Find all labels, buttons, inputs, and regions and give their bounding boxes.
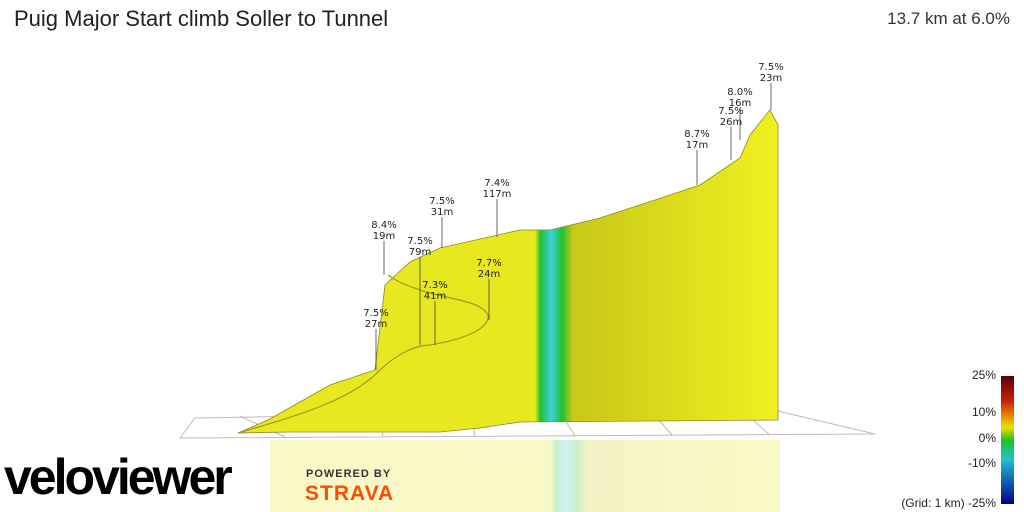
annotation-length: 79m	[409, 247, 431, 258]
annotation-gradient: 8.4%	[371, 220, 396, 231]
annotation-gradient: 7.5%	[363, 308, 388, 319]
annotation-gradient: 7.7%	[476, 258, 501, 269]
reflection	[270, 440, 780, 512]
profile-surface	[237, 109, 779, 434]
annotation-gradient: 7.4%	[484, 178, 509, 189]
annotation-length: 26m	[720, 117, 742, 128]
gradient-scale	[1001, 376, 1014, 504]
legend-label: 0%	[978, 431, 996, 445]
annotation-length: 16m	[729, 98, 751, 109]
annotation-gradient: 7.3%	[422, 280, 447, 291]
annotation-length: 31m	[431, 207, 453, 218]
annotation-length: 117m	[483, 189, 512, 200]
logo: veloviewer	[4, 449, 233, 505]
annotation-gradient: 7.5%	[718, 106, 743, 117]
annotation-gradient: 7.5%	[407, 236, 432, 247]
annotation-length: 24m	[478, 269, 500, 280]
annotation-length: 23m	[760, 73, 782, 84]
annotation-length: 17m	[686, 140, 708, 151]
legend-label: -10%	[967, 456, 996, 470]
legend-label: (Grid: 1 km) -25%	[901, 496, 996, 510]
annotation-gradient: 8.7%	[684, 129, 709, 140]
summary: 13.7 km at 6.0%	[887, 9, 1010, 28]
annotations: 7.5%23m8.0%16m7.5%26m8.7%17m7.4%117m7.5%…	[363, 62, 784, 370]
legend-label: 25%	[971, 368, 996, 382]
annotation-gradient: 7.5%	[429, 196, 454, 207]
legend-label: 10%	[971, 405, 996, 419]
partner-logo: STRAVA	[305, 482, 395, 505]
annotation-gradient: 7.5%	[758, 62, 783, 73]
annotation-length: 41m	[424, 291, 446, 302]
title: Puig Major Start climb Soller to Tunnel	[14, 6, 389, 31]
annotation-length: 19m	[373, 231, 395, 242]
powered-by: POWERED BY	[306, 468, 392, 480]
annotation-gradient: 8.0%	[727, 87, 752, 98]
annotation-length: 27m	[365, 319, 387, 330]
